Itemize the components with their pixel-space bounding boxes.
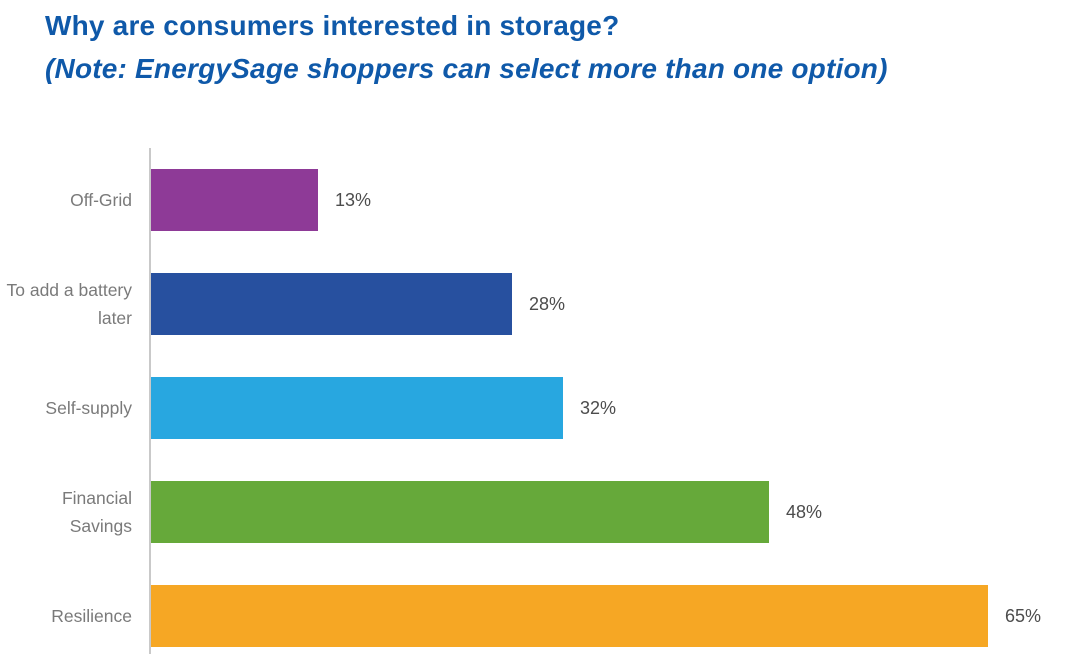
bar-zone: 48% [149,460,1086,564]
category-label: Resilience [51,606,132,626]
bar-zone: 32% [149,356,1086,460]
chart-subtitle: (Note: EnergySage shoppers can select mo… [45,53,888,84]
bar-resilience [151,585,988,647]
bar-row: Financial Savings 48% [0,460,1086,564]
bar-rows: Off-Grid 13% To add a battery later 28% Self… [0,148,1086,668]
bar-off-grid [151,169,318,231]
bar-zone: 65% [149,564,1086,668]
category-label: To add a battery later [6,280,133,328]
y-axis-line [149,148,151,654]
bar-row: Resilience 65% [0,564,1086,668]
bar-row: Off-Grid 13% [0,148,1086,252]
category-label: Off-Grid [70,190,132,210]
category-label: Self-supply [45,398,132,418]
bar-zone: 13% [149,148,1086,252]
bar-row: Self-supply 32% [0,356,1086,460]
bar-self-supply [151,377,563,439]
bar-row: To add a battery later 28% [0,252,1086,356]
value-label: 48% [786,501,823,522]
bar-to-add-a-battery-later [151,273,512,335]
value-label: 32% [580,397,617,418]
value-label: 65% [1005,605,1042,626]
plot-area: Off-Grid 13% To add a battery later 28% Self… [0,148,1086,654]
bar-financial-savings [151,481,769,543]
chart-title: Why are consumers interested in storage? [45,10,620,41]
chart-header: Why are consumers interested in storage?… [0,0,1086,90]
value-label: 28% [529,293,566,314]
bar-zone: 28% [149,252,1086,356]
category-label: Financial Savings [61,488,132,536]
value-label: 13% [335,189,372,210]
